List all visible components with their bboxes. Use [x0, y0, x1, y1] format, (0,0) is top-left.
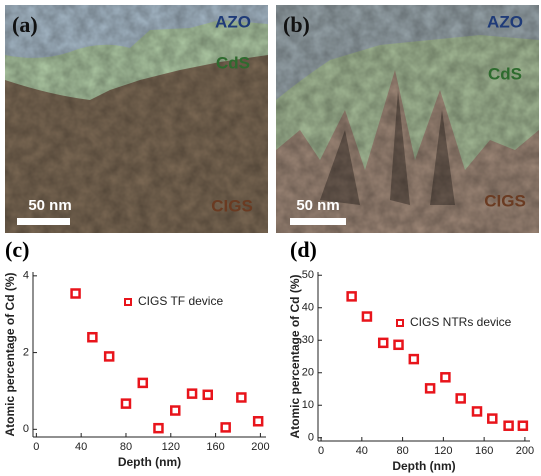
layer-label: CIGS — [484, 191, 526, 210]
y-tick-label: 20 — [302, 367, 314, 379]
panel-label: (a) — [12, 12, 38, 37]
y-tick-label: 40 — [302, 302, 314, 314]
legend-marker — [125, 299, 131, 305]
x-tick-label: 160 — [475, 445, 493, 457]
y-tick-label: 2 — [23, 346, 29, 358]
y-tick-label: 0 — [308, 432, 314, 444]
scale-bar-label: 50 nm — [296, 197, 339, 214]
marker — [363, 313, 371, 321]
scale-bar — [290, 218, 346, 225]
x-tick-label: 120 — [434, 445, 452, 457]
legend-label: CIGS TF device — [138, 294, 223, 308]
figure: (a) AZO CdS CIGS 50 nm (b) AZO CdS CIGS … — [0, 0, 541, 476]
marker — [72, 289, 80, 297]
y-axis-label: Atomic percentage of Cd (%) — [288, 274, 302, 438]
y-tick-label: 0 — [23, 423, 29, 435]
y-tick-label: 10 — [302, 399, 314, 411]
marker — [395, 341, 403, 349]
x-tick-label: 160 — [206, 441, 224, 453]
x-axis-label: Depth (nm) — [118, 455, 181, 469]
marker — [154, 424, 162, 432]
x-tick-label: 200 — [251, 441, 269, 453]
marker — [222, 423, 230, 431]
marker — [237, 393, 245, 401]
x-tick-label: 40 — [356, 445, 368, 457]
panel-label: (d) — [290, 237, 317, 262]
layer-label: CdS — [488, 64, 522, 83]
marker — [488, 415, 496, 423]
marker — [88, 333, 96, 341]
x-tick-label: 0 — [318, 445, 324, 457]
x-tick-label: 80 — [120, 441, 132, 453]
x-tick-label: 120 — [162, 441, 180, 453]
scale-bar — [17, 218, 70, 225]
x-tick-label: 0 — [33, 441, 39, 453]
marker — [188, 390, 196, 398]
marker — [204, 391, 212, 399]
x-tick-label: 200 — [516, 445, 534, 457]
marker — [171, 407, 179, 415]
marker — [457, 394, 465, 402]
marker — [441, 373, 449, 381]
marker — [473, 407, 481, 415]
marker — [139, 379, 147, 387]
layer-label: CdS — [216, 53, 250, 72]
layer-label: AZO — [487, 12, 523, 31]
y-axis-label: Atomic percentage of Cd (%) — [3, 272, 17, 436]
layer-label: AZO — [215, 12, 251, 31]
x-tick-label: 80 — [396, 445, 408, 457]
marker — [505, 422, 513, 430]
legend-label: CIGS NTRs device — [410, 315, 512, 329]
scale-bar-label: 50 nm — [28, 197, 71, 214]
marker — [410, 355, 418, 363]
y-tick-label: 30 — [302, 334, 314, 346]
marker — [519, 422, 527, 430]
marker — [122, 400, 130, 408]
panel-label: (c) — [5, 237, 29, 262]
marker — [254, 417, 262, 425]
legend-marker — [397, 320, 403, 326]
y-tick-label: 4 — [23, 270, 29, 282]
x-tick-label: 40 — [75, 441, 87, 453]
y-tick-label: 50 — [302, 269, 314, 281]
layer-label: CIGS — [211, 196, 253, 215]
marker — [348, 292, 356, 300]
marker — [105, 352, 113, 360]
marker — [426, 384, 434, 392]
panel-label: (b) — [283, 12, 310, 37]
marker — [379, 339, 387, 347]
x-axis-label: Depth (nm) — [392, 459, 455, 473]
